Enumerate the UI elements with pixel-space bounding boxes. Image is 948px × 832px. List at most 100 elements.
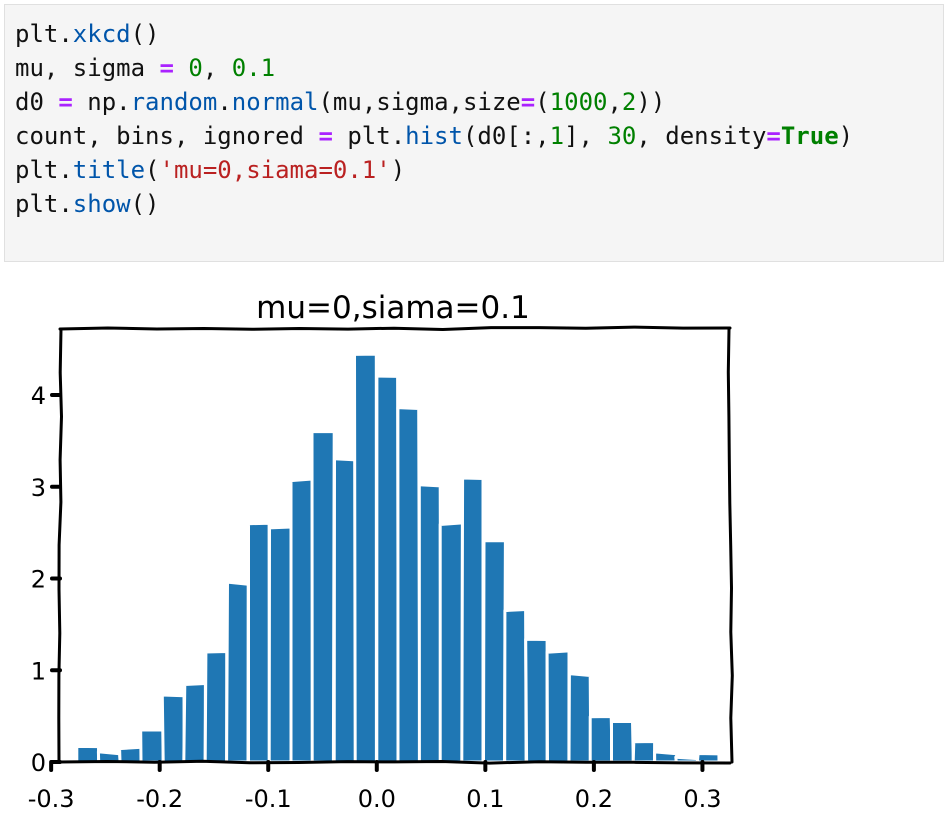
- histogram-bar: [289, 477, 315, 764]
- histogram-bar: [460, 476, 485, 764]
- axis-ticks: -0.3 -0.2 -0.1 0.0 0.1 0.2 0.3 0 1 2 3 4: [28, 382, 722, 813]
- code-token: 0.1: [231, 54, 276, 82]
- code-token: [174, 54, 188, 82]
- axes-frame: [57, 325, 734, 765]
- right-spine: [726, 327, 734, 764]
- y-tick-label: 0: [31, 749, 46, 777]
- x-tick-label: -0.2: [136, 785, 183, 813]
- histogram-bar: [396, 406, 422, 764]
- histogram-bar: [545, 649, 571, 764]
- chart-title: mu=0,siama=0.1: [256, 290, 530, 326]
- code-token: normal: [231, 88, 319, 116]
- code-line: mu, sigma = 0, 0.1: [15, 51, 853, 85]
- x-tick-label: 0.3: [683, 785, 721, 813]
- code-line: plt.show(): [15, 187, 853, 221]
- code-token: hist: [405, 122, 463, 150]
- histogram-bar: [417, 483, 443, 764]
- code-token: ,: [607, 88, 622, 116]
- histogram-bar: [503, 608, 528, 764]
- histogram-bar: [375, 374, 400, 764]
- code-token: 1: [549, 122, 565, 150]
- histogram-bar: [267, 525, 293, 764]
- x-tick-label: -0.1: [245, 785, 292, 813]
- histogram-bars: [75, 352, 721, 764]
- code-token: plt.: [332, 122, 406, 150]
- histogram-bar: [653, 750, 679, 764]
- code-token: 'mu=0,siama=0.1': [159, 156, 391, 184]
- code-token: count, bins, ignored: [15, 122, 319, 150]
- code-token: plt.: [15, 190, 73, 218]
- left-spine: [57, 327, 63, 764]
- code-token: (mu,sigma,size: [318, 88, 521, 116]
- code-token: (): [130, 20, 160, 48]
- code-token: xkcd: [72, 20, 131, 48]
- code-token: show: [72, 190, 131, 218]
- code-cell[interactable]: plt.xkcd() mu, sigma = 0, 0.1 d0 = np.rand…: [4, 4, 944, 262]
- x-tick-label: 0.2: [575, 785, 613, 813]
- code-line: d0 = np.random.normal(mu,sigma,size=(100…: [15, 85, 853, 119]
- code-token: 30: [607, 122, 637, 150]
- x-tick-label: 0.0: [358, 785, 396, 813]
- code-token: (): [130, 190, 160, 218]
- code-token: 1000: [549, 88, 608, 116]
- histogram-bar: [674, 755, 699, 764]
- histogram-bar: [160, 693, 186, 764]
- code-token: =: [58, 88, 73, 116]
- histogram-bar: [695, 752, 721, 764]
- code-token: =: [520, 88, 536, 116]
- code-token: ): [838, 122, 854, 150]
- code-token: d0: [15, 88, 59, 116]
- code-token: ],: [564, 122, 608, 150]
- histogram-bar: [247, 521, 271, 764]
- top-spine: [58, 325, 732, 331]
- histogram-bar: [588, 715, 614, 764]
- histogram-bar: [182, 682, 207, 764]
- histogram-bar: [139, 728, 165, 764]
- code-token: ,: [202, 54, 232, 82]
- code-token: 0: [188, 54, 203, 82]
- code-token: random: [130, 88, 218, 116]
- histogram-chart: mu=0,siama=0.1 -0.3 -0.2 -0.1 0.0 0.1 0.2 0.3 0…: [28, 290, 734, 813]
- histogram-bar: [482, 539, 507, 764]
- code-line: count, bins, ignored = plt.hist(d0[:,1],…: [15, 119, 853, 153]
- code-token: title: [72, 156, 146, 184]
- histogram-bar: [225, 580, 250, 764]
- code-token: ): [390, 156, 406, 184]
- code-token: (d0[:,: [462, 122, 550, 150]
- histogram-bar: [310, 430, 336, 764]
- code-line: plt.xkcd(): [15, 17, 853, 51]
- code-token: , density: [636, 122, 767, 150]
- code-token: plt.: [15, 20, 73, 48]
- code-line: plt.title('mu=0,siama=0.1'): [15, 153, 853, 187]
- code-token: np.: [72, 88, 131, 116]
- bottom-spine: [57, 759, 732, 765]
- code-token: =: [766, 122, 781, 150]
- histogram-bar: [524, 637, 549, 764]
- histogram-bar: [567, 672, 593, 764]
- code-token: (: [535, 88, 550, 116]
- code-token: plt.: [15, 156, 73, 184]
- y-tick-label: 4: [31, 382, 46, 410]
- code-token: =: [159, 54, 174, 82]
- histogram-bar: [332, 457, 358, 764]
- output-area: mu=0,siama=0.1 -0.3 -0.2 -0.1 0.0 0.1 0.2 0.3 0…: [0, 272, 948, 832]
- x-tick-label: -0.3: [28, 785, 75, 813]
- x-tick-label: 0.1: [466, 785, 504, 813]
- histogram-bar: [75, 744, 101, 764]
- code-token: =: [318, 122, 333, 150]
- code-editor[interactable]: plt.xkcd() mu, sigma = 0, 0.1 d0 = np.rand…: [15, 17, 853, 221]
- y-tick-label: 1: [31, 657, 46, 685]
- code-token: 2: [621, 88, 637, 116]
- y-tick-label: 2: [31, 566, 46, 594]
- y-tick-label: 3: [31, 474, 46, 502]
- code-token: .: [217, 88, 232, 116]
- code-token: True: [780, 122, 839, 150]
- histogram-bar: [610, 720, 635, 764]
- histogram-bar: [438, 521, 464, 764]
- histogram-bar: [203, 650, 229, 764]
- histogram-bar: [118, 745, 144, 764]
- code-token: )): [636, 88, 666, 116]
- histogram-bar: [631, 740, 657, 764]
- code-token: mu, sigma: [15, 54, 160, 82]
- code-token: (: [145, 156, 160, 184]
